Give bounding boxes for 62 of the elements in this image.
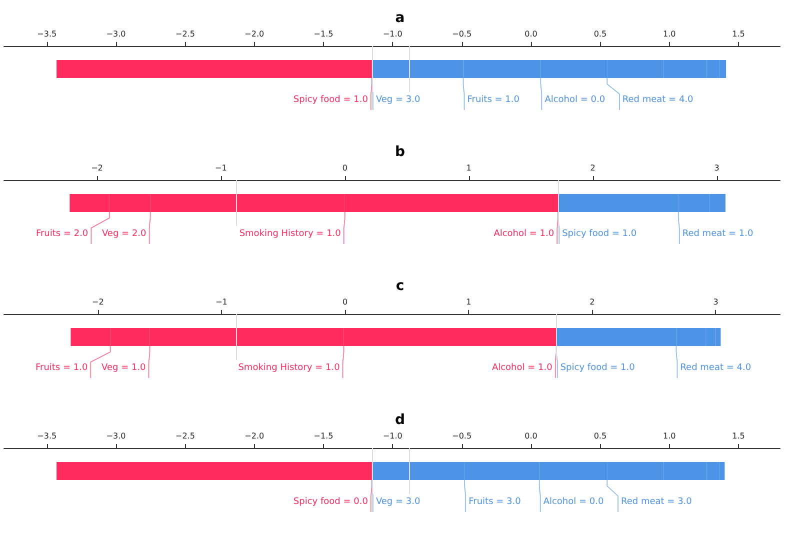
- bar: [56, 462, 372, 480]
- series-label: Spicy food = 1.0: [293, 95, 368, 105]
- series-label: Alcohol = 0.0: [543, 497, 604, 507]
- x-tick-label: 0: [342, 298, 348, 306]
- series-label: Alcohol = 0.0: [544, 95, 606, 105]
- x-tick-label: 1.5: [732, 432, 745, 440]
- series-label: Fruits = 1.0: [35, 363, 88, 373]
- x-tick-label: −2.0: [244, 30, 264, 38]
- x-tick-label: −1: [216, 298, 228, 306]
- x-tick-label: −2.5: [175, 30, 195, 38]
- series-label: Spicy food = 1.0: [562, 229, 637, 239]
- x-tick-label: 0.0: [524, 432, 538, 440]
- x-tick-label: 3: [714, 164, 720, 172]
- chart-title: d: [394, 412, 406, 428]
- series-label: Smoking History = 1.0: [238, 363, 340, 373]
- chart-title: b: [394, 144, 406, 160]
- x-tick-label: −2: [91, 164, 103, 172]
- x-tick-label: 1.5: [732, 30, 745, 38]
- x-tick-label: −0.5: [452, 432, 472, 440]
- x-tick-label: −1.5: [314, 30, 334, 38]
- series-label: Spicy food = 0.0: [293, 497, 368, 507]
- x-tick-label: 0: [342, 164, 348, 172]
- x-tick-label: −1: [215, 164, 227, 172]
- x-tick-label: −2.0: [244, 432, 264, 440]
- series-label: Alcohol = 1.0: [494, 229, 554, 239]
- x-tick-label: 1: [466, 164, 472, 172]
- series-label: Smoking History = 1.0: [239, 229, 342, 239]
- x-tick-label: −2: [92, 298, 104, 306]
- x-tick-label: −1.5: [314, 432, 334, 440]
- series-label: Fruits = 2.0: [36, 229, 88, 239]
- series-label: Veg = 1.0: [102, 363, 146, 373]
- chart-title: c: [396, 278, 404, 294]
- x-tick-label: 1.0: [662, 432, 676, 440]
- x-tick-label: −3.5: [37, 30, 57, 38]
- x-tick-label: 1: [466, 298, 472, 306]
- x-tick-label: 0.0: [524, 30, 538, 38]
- series-label: Veg = 3.0: [376, 497, 420, 507]
- x-tick-label: −3.5: [37, 432, 57, 440]
- x-tick-label: 0.5: [594, 432, 607, 440]
- x-tick-label: 1.0: [662, 30, 676, 38]
- x-tick-label: 3: [713, 298, 718, 306]
- series-label: Alcohol = 1.0: [492, 363, 553, 373]
- x-tick-label: 2: [590, 298, 595, 306]
- series-label: Red meat = 4.0: [622, 95, 694, 105]
- chart-title: a: [395, 10, 405, 26]
- series-label: Veg = 3.0: [376, 95, 420, 105]
- series-label: Fruits = 3.0: [468, 497, 522, 507]
- x-tick-label: 2: [590, 164, 596, 172]
- x-tick-label: −1.0: [382, 30, 402, 38]
- series-label: Red meat = 4.0: [680, 363, 752, 373]
- series-label: Spicy food = 1.0: [560, 363, 636, 373]
- x-tick-label: 0.5: [594, 30, 607, 38]
- bar: [56, 60, 372, 78]
- x-tick-label: −2.5: [175, 432, 195, 440]
- series-label: Red meat = 3.0: [621, 497, 692, 507]
- x-tick-label: −3.0: [106, 432, 126, 440]
- series-label: Fruits = 1.0: [467, 95, 520, 105]
- series-label: Veg = 2.0: [102, 229, 147, 239]
- x-tick-label: −3.0: [106, 30, 126, 38]
- x-tick-label: −0.5: [452, 30, 472, 38]
- x-tick-label: −1.0: [382, 432, 402, 440]
- series-label: Red meat = 1.0: [682, 229, 754, 239]
